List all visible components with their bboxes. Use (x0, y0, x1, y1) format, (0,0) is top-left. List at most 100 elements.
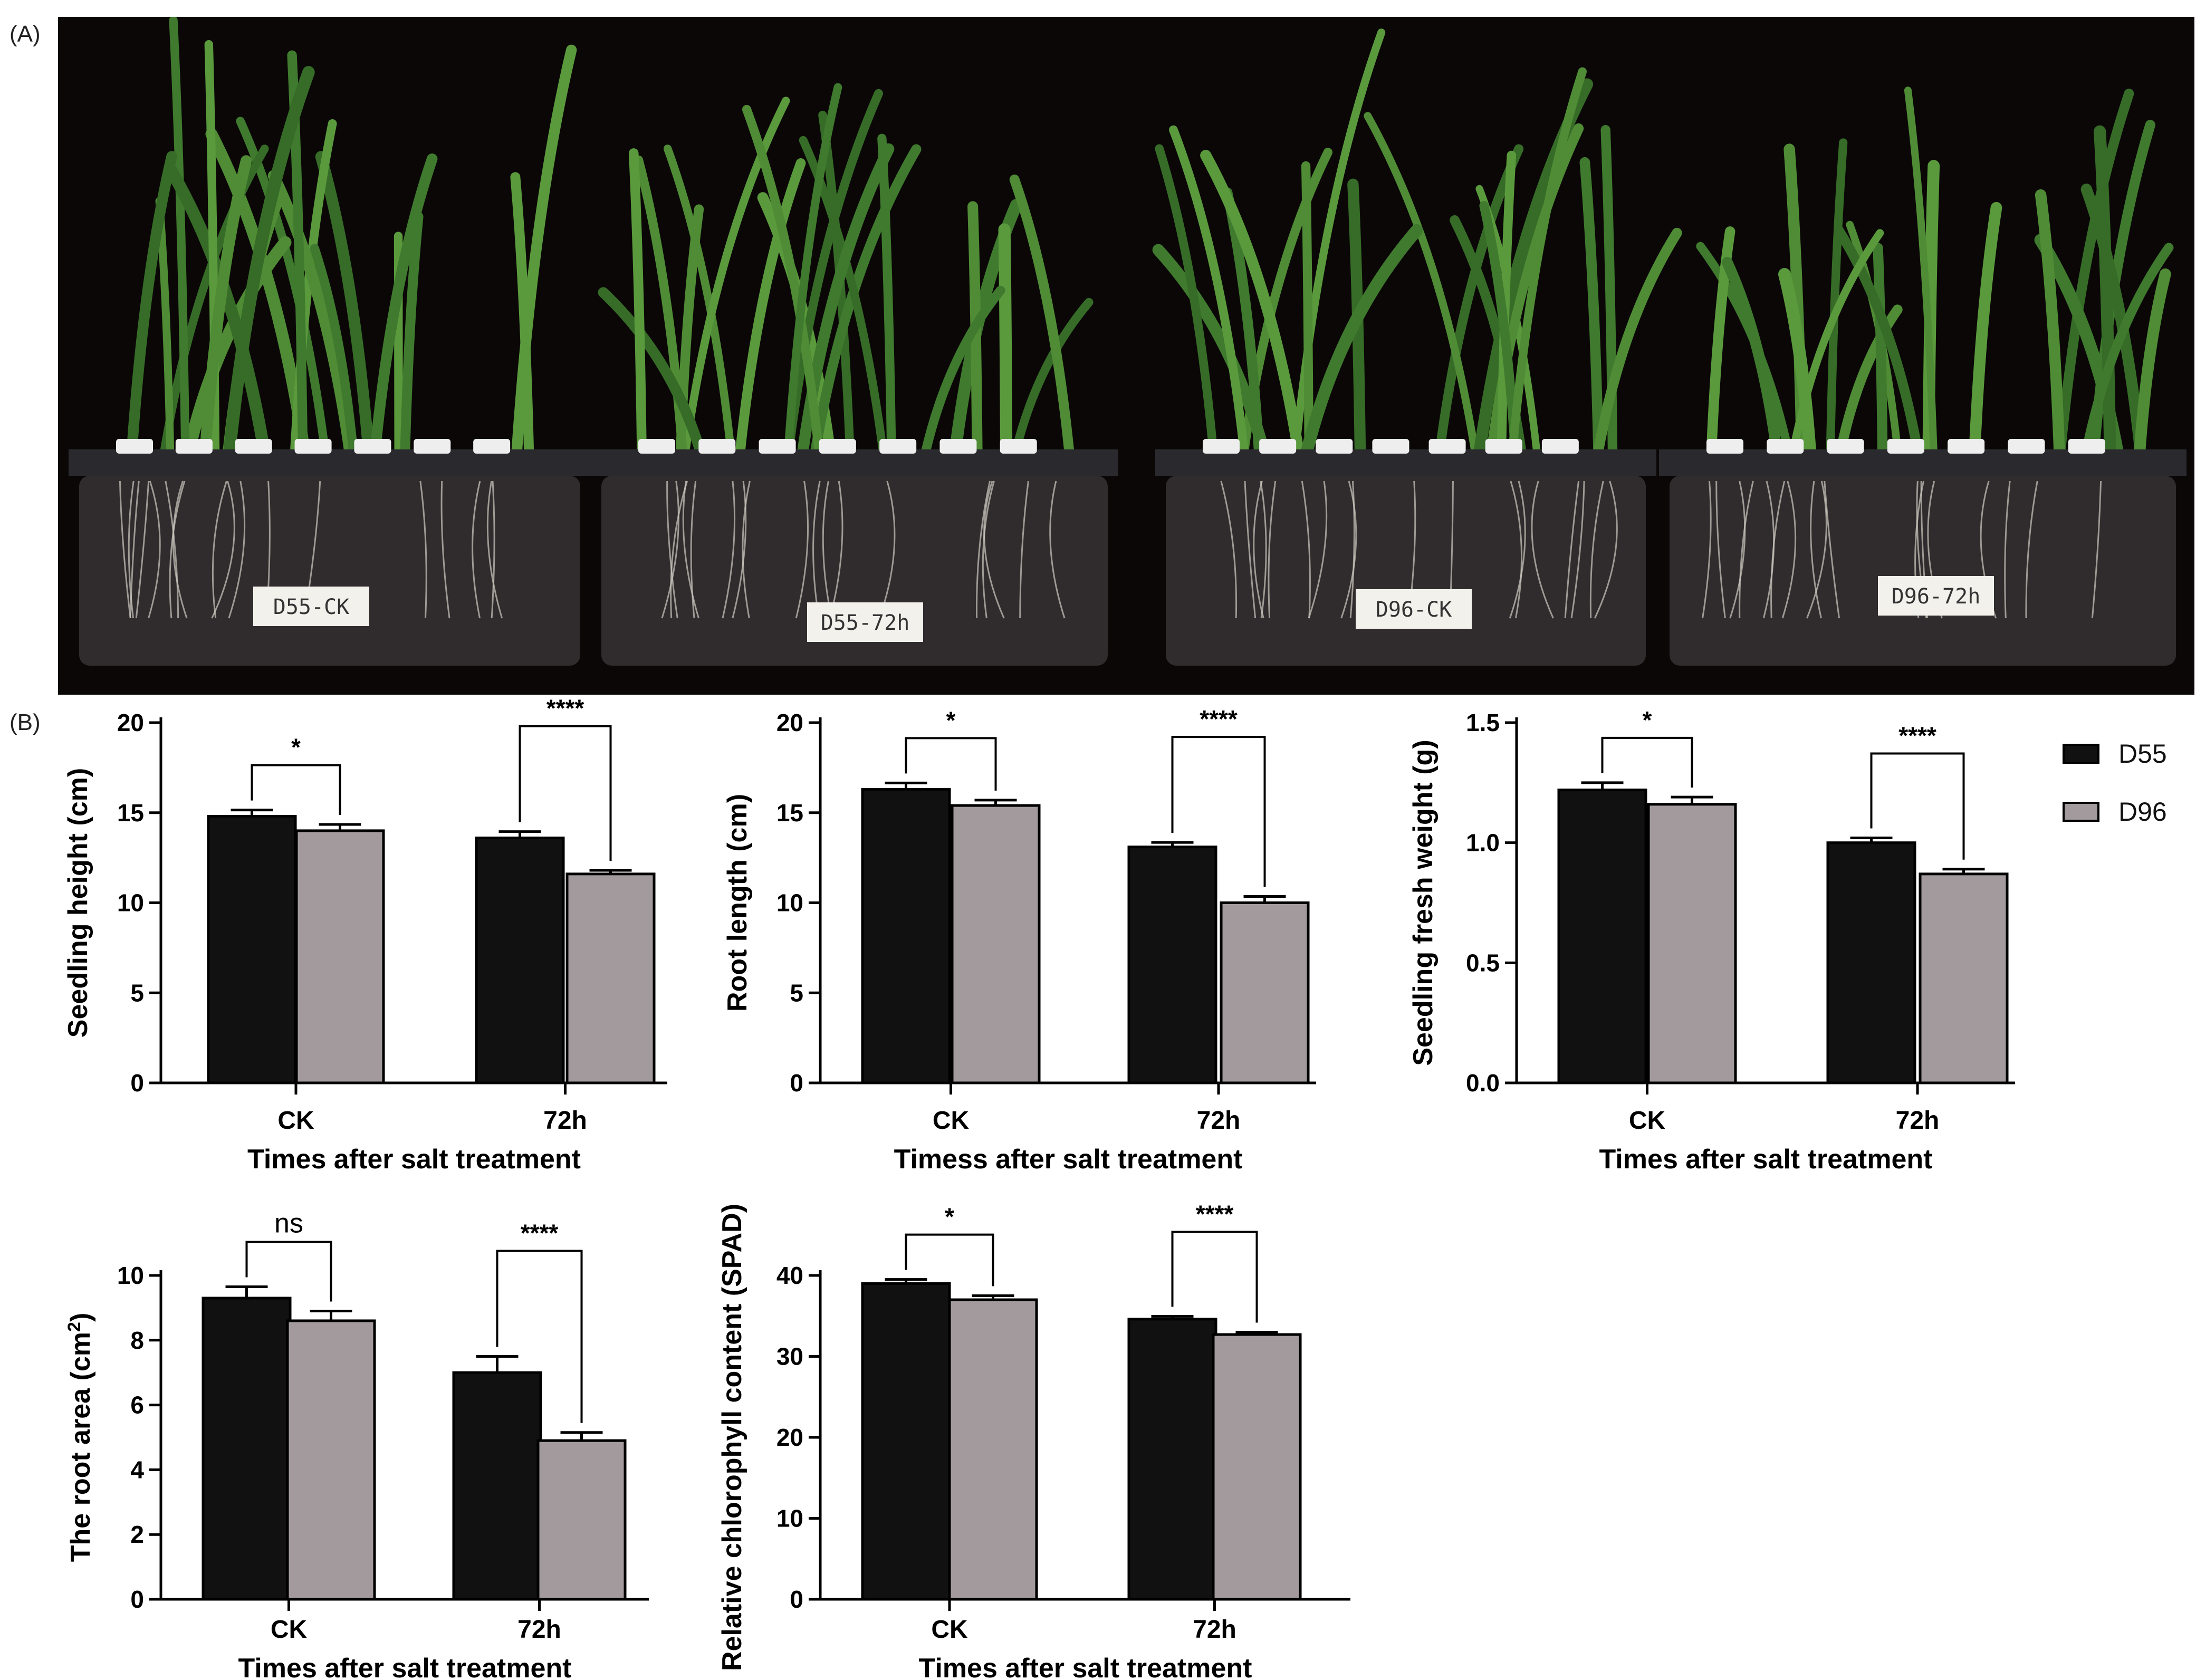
root-mark (1781, 481, 1797, 619)
seedling-photograph: D55-CK D55-72h D96-CK D96-72h (58, 17, 2194, 695)
seed-holder (1485, 439, 1522, 454)
x-tick-label: 72h (1193, 1616, 1236, 1644)
leaf-mark (1721, 257, 1783, 460)
root-mark (472, 481, 481, 619)
bar-d96 (1919, 872, 2009, 1084)
root-mark (1244, 481, 1257, 619)
x-tick-label: CK (271, 1616, 308, 1644)
bar-d96 (1647, 803, 1737, 1084)
root-mark (1340, 481, 1357, 619)
leaf-mark (1169, 125, 1249, 459)
leaf-mark (369, 153, 438, 460)
leaf-mark (1873, 243, 1888, 460)
root-mark (211, 481, 235, 619)
x-tick-label: 72h (1197, 1107, 1241, 1135)
seed-holder (1887, 439, 1924, 454)
bar-d96 (536, 1439, 627, 1601)
seed-holder (1428, 439, 1466, 454)
seed-holder (354, 439, 391, 454)
leaf-mark (1291, 28, 1386, 459)
significance-label: * (1643, 706, 1652, 734)
root-mark (169, 481, 186, 619)
root-mark (1510, 481, 1523, 619)
root-mark (1308, 481, 1328, 619)
y-tick-label: 4 (130, 1456, 144, 1483)
leaf-mark (2080, 243, 2174, 460)
y-tick-label: 8 (130, 1327, 144, 1354)
leaf-mark (1300, 224, 1423, 461)
x-tick-label: CK (1629, 1107, 1666, 1135)
root-mark (1531, 481, 1554, 619)
leaf-mark (2035, 189, 2065, 460)
chart-1: 0 5 10 15 20 Seedling height (cm) Times after … (63, 695, 667, 1175)
tray-tag (1878, 576, 1994, 616)
bar-d55 (452, 1371, 542, 1601)
glass-container (1166, 476, 1646, 666)
root-mark (1762, 481, 1775, 619)
bar-d55 (861, 1282, 951, 1601)
leaf-mark (920, 285, 1005, 459)
root-mark (1824, 481, 1840, 619)
bar-d96 (1212, 1333, 1302, 1601)
seed-holder (414, 439, 451, 454)
leaf-mark (169, 17, 190, 459)
x-tick-label: 72h (543, 1107, 587, 1135)
root-mark (982, 481, 995, 619)
y-axis-label: The root area (cm2) (64, 1313, 96, 1562)
significance-label: **** (521, 1220, 559, 1247)
seed-holder (759, 439, 796, 454)
root-mark (1564, 481, 1580, 619)
seed-holder (1372, 439, 1409, 454)
leaf-mark (2094, 125, 2116, 461)
seed-holder (1767, 439, 1804, 454)
root-mark (491, 481, 495, 619)
bar-d96 (1220, 901, 1310, 1084)
leaf-mark (680, 97, 790, 459)
root-mark (148, 481, 161, 619)
leaf-mark (628, 148, 647, 460)
root-mark (1049, 481, 1066, 619)
root-mark (119, 481, 131, 619)
bar-d55 (861, 788, 951, 1084)
y-tick-label: 2 (130, 1521, 144, 1548)
root-mark (165, 481, 179, 619)
root-mark (732, 481, 747, 619)
leaf-mark (1009, 174, 1075, 460)
root-mark (212, 481, 227, 619)
y-tick-label: 30 (776, 1343, 803, 1370)
tray-lid (1155, 449, 1656, 476)
bar-d96 (295, 829, 385, 1084)
tray-tag-label: D96-72h (1892, 584, 1981, 609)
seed-holder (1541, 439, 1579, 454)
significance-label: **** (1196, 1201, 1234, 1228)
root-mark (1715, 481, 1726, 619)
legend-swatch-d96 (2063, 802, 2099, 822)
leaf-mark (1826, 138, 1848, 459)
tray-lid (69, 449, 591, 476)
chart-4: 0 2 4 6 8 10 The root area (cm2) Times after sa… (64, 1208, 649, 1680)
leaf-mark (1155, 144, 1218, 459)
leaf-mark (1592, 227, 1682, 460)
seed-holder (698, 439, 736, 454)
legend-label-d96: D96 (2118, 797, 2167, 827)
significance-bracket (251, 764, 341, 815)
significance-bracket (1171, 1231, 1258, 1323)
root-mark (1570, 481, 1585, 619)
root-mark (1810, 481, 1822, 619)
root-mark (661, 481, 679, 619)
x-axis-label: Times after salt treatment (919, 1653, 1252, 1680)
y-tick-label: 15 (776, 799, 803, 827)
bar-d96 (948, 1298, 1038, 1601)
tray-tag-label: D55-CK (273, 595, 350, 619)
significance-label: **** (1898, 722, 1936, 750)
significance-label: **** (1200, 705, 1238, 733)
leaf-mark (1904, 87, 1938, 459)
y-axis-label: Root length (cm) (722, 794, 753, 1012)
leaf-mark (1706, 226, 1735, 460)
significance-bracket (1171, 736, 1266, 887)
root-mark (878, 481, 896, 619)
seed-holder (1000, 439, 1037, 454)
x-axis-label: Times after salt treatment (238, 1653, 572, 1680)
root-mark (666, 481, 678, 619)
significance-bracket (496, 1250, 583, 1423)
